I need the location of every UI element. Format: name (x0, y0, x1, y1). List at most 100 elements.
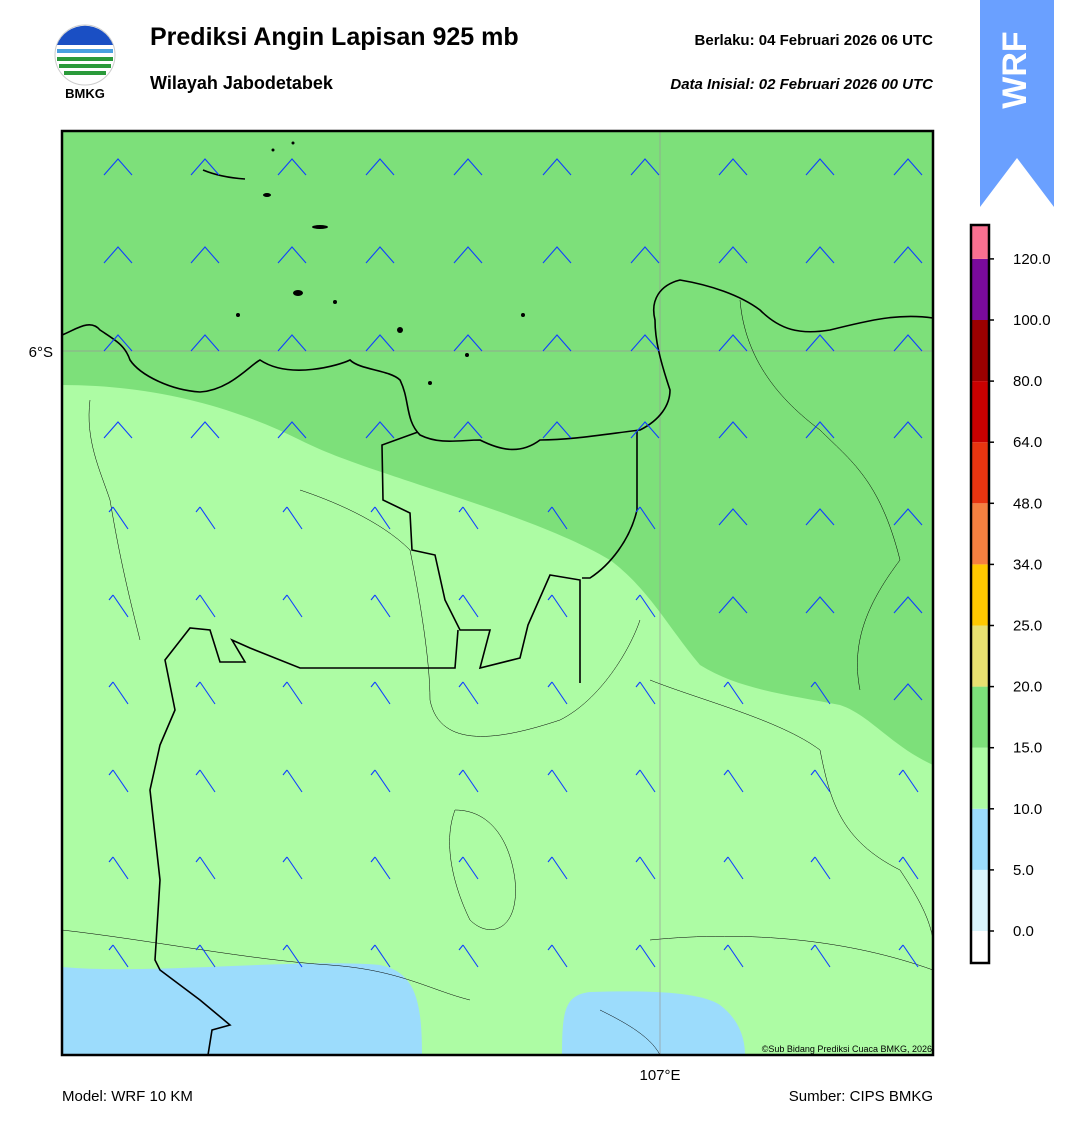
wind-barb (277, 334, 307, 352)
wind-barb (893, 421, 923, 439)
wind-barb (718, 158, 748, 176)
badge-text: WRF (996, 31, 1034, 108)
colorbar-label: 5.0 (1013, 862, 1034, 879)
wind-barb (108, 681, 129, 705)
colorbar-segment (971, 747, 989, 809)
initial-time: Data Inisial: 02 Februari 2026 00 UTC (670, 76, 934, 93)
wind-barb (718, 246, 748, 264)
wind-barb (195, 681, 216, 705)
wind-barb (542, 421, 572, 439)
wind-barb (805, 421, 835, 439)
colorbar-segment (971, 442, 989, 504)
wind-barb (635, 944, 656, 968)
colorbar-segment (971, 225, 989, 259)
wind-barb (898, 856, 919, 880)
wind-barb (195, 944, 216, 968)
wind-barb (635, 681, 656, 705)
wind-barb (893, 246, 923, 264)
wind-barb (370, 944, 391, 968)
colorbar-label: 10.0 (1013, 801, 1042, 818)
wind-barb (458, 944, 479, 968)
wind-barb (108, 506, 129, 530)
wind-barb (370, 769, 391, 793)
wind-barb (190, 334, 220, 352)
wind-barb (635, 769, 656, 793)
wind-barb (718, 596, 748, 614)
colorbar-label: 20.0 (1013, 679, 1042, 696)
wind-barb (805, 158, 835, 176)
wind-barb (723, 681, 744, 705)
wind-barb (108, 944, 129, 968)
badge-shape (980, 0, 1054, 207)
wind-barb (282, 594, 303, 618)
wind-barb (810, 681, 831, 705)
wind-barb (547, 681, 568, 705)
wind-barb (282, 944, 303, 968)
wind-barb (108, 856, 129, 880)
colorbar-label: 48.0 (1013, 495, 1042, 512)
wind-barb (108, 769, 129, 793)
title: Prediksi Angin Lapisan 925 mb (150, 23, 519, 51)
colorbar-segment (971, 686, 989, 748)
colorbar-label: 34.0 (1013, 556, 1042, 573)
wind-barb (547, 769, 568, 793)
wind-barb (458, 856, 479, 880)
lat-label: 6°S (29, 344, 53, 361)
colorbar-segment (971, 503, 989, 565)
logo: BMKG (54, 24, 116, 101)
wind-barb (103, 158, 133, 176)
wind-barb (458, 594, 479, 618)
wind-barb (630, 246, 660, 264)
wind-barb (365, 158, 395, 176)
wind-barb (718, 508, 748, 526)
wind-barb (103, 246, 133, 264)
wind-barb (805, 334, 835, 352)
wind-barb (458, 769, 479, 793)
wind-barb (277, 246, 307, 264)
wind-barb (547, 856, 568, 880)
colorbar-label: 100.0 (1013, 312, 1051, 329)
copyright: ©Sub Bidang Prediksi Cuaca BMKG, 2026 (762, 1044, 932, 1054)
wind-barb (635, 594, 656, 618)
lon-label: 107°E (639, 1067, 680, 1084)
wind-barb (365, 421, 395, 439)
colorbar-label: 15.0 (1013, 740, 1042, 757)
colorbar-segment (971, 808, 989, 870)
colorbar-segment (971, 869, 989, 931)
wind-barb (805, 596, 835, 614)
colorbar-segment (971, 564, 989, 626)
wind-barb (282, 769, 303, 793)
map-frame (60, 129, 935, 1057)
wind-barb (635, 856, 656, 880)
colorbar-label: 80.0 (1013, 373, 1042, 390)
colorbar-segment (971, 320, 989, 382)
wind-barb (810, 944, 831, 968)
colorbar-label: 25.0 (1013, 618, 1042, 635)
valid-time: Berlaku: 04 Februari 2026 06 UTC (695, 32, 934, 49)
wind-barb (723, 944, 744, 968)
wind-barb (723, 856, 744, 880)
colorbar: 0.0 5.0 10.0 15.0 20.0 25.0 34.0 48.0 64.0 80.0 10… (969, 223, 1051, 965)
wind-barb (453, 334, 483, 352)
wind-barb (103, 421, 133, 439)
wind-barb (723, 769, 744, 793)
colorbar-segment (971, 258, 989, 320)
colorbar-segment (971, 381, 989, 443)
wind-barb (453, 158, 483, 176)
wind-barb (630, 158, 660, 176)
wind-barb (458, 506, 479, 530)
logo-text: BMKG (65, 86, 105, 101)
wind-barb (103, 334, 133, 352)
wind-barb (893, 158, 923, 176)
wind-barb (282, 681, 303, 705)
wind-barb (810, 856, 831, 880)
wind-barb (630, 334, 660, 352)
colorbar-label: 64.0 (1013, 434, 1042, 451)
wind-barb (893, 508, 923, 526)
wind-barb (108, 594, 129, 618)
wind-barb (635, 506, 656, 530)
wind-barb (718, 421, 748, 439)
wind-barb (630, 421, 660, 439)
